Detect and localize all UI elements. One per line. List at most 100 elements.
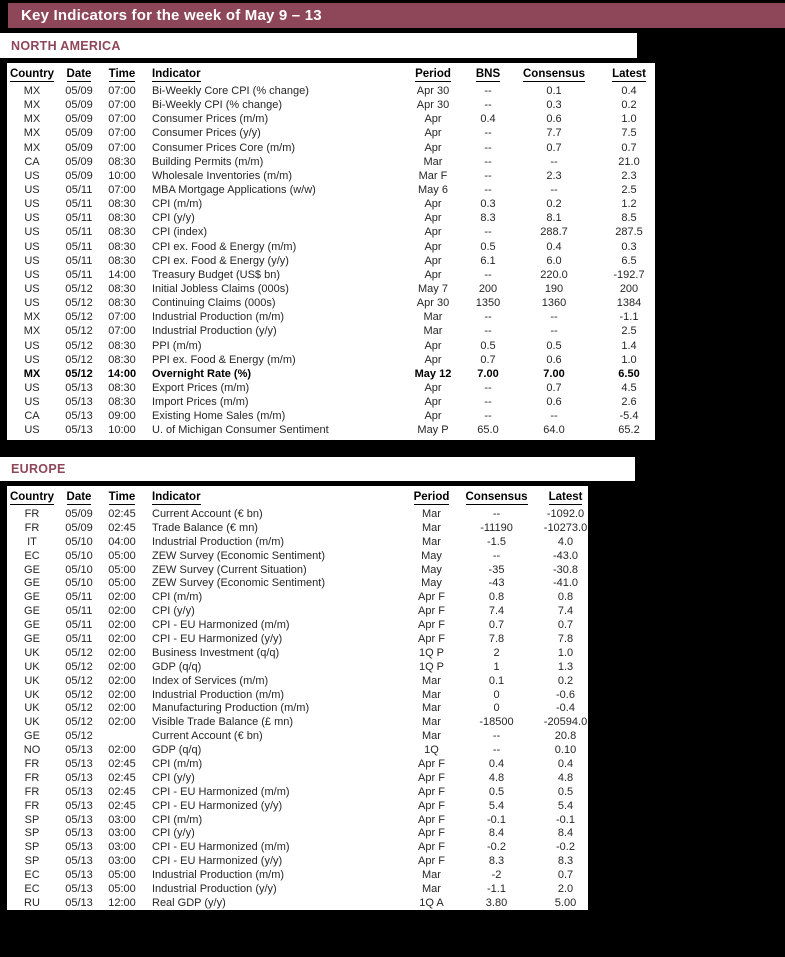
table-cell: Business Investment (q/q) [152, 646, 280, 659]
table-cell: -30.8 [552, 563, 579, 576]
table-cell: 2.6 [621, 396, 637, 409]
table-cell: Trade Balance (€ mn) [152, 521, 258, 534]
table-cell: -0.1 [487, 813, 506, 826]
table-cell: 05/12 [65, 716, 93, 729]
table-cell: Building Permits (m/m) [152, 155, 264, 168]
table-cell: 2.3 [621, 169, 637, 182]
table-cell: 0 [493, 702, 500, 715]
table-cell: 1.0 [621, 353, 637, 366]
table-cell: 03:00 [108, 841, 136, 854]
table-cell: 05/09 [65, 507, 93, 520]
table-cell: 0.7 [621, 141, 637, 154]
table-cell: 0.7 [488, 619, 505, 632]
table-cell: Mar [423, 311, 443, 324]
report-title-bar: Key Indicators for the week of May 9 – 1… [8, 3, 785, 28]
table-cell: 6.5 [621, 254, 637, 267]
table-cell: 4.8 [557, 771, 574, 784]
table-cell: 05/13 [65, 396, 93, 409]
table-cell: 02:45 [108, 757, 136, 770]
table-row: MX 05/12 07:00 Industrial Production (y/y) M… [7, 324, 664, 338]
table-cell: May [421, 563, 442, 576]
table-cell: 220.0 [540, 268, 568, 281]
header-row: Country Date Time Indicator Period Consensus L… [7, 486, 597, 507]
table-cell: 1Q [424, 744, 439, 757]
table-cell: 05/12 [65, 311, 93, 324]
table-cell: US [24, 226, 40, 239]
table-cell: Apr [424, 212, 442, 225]
table-cell: US [24, 339, 40, 352]
table-cell: FR [24, 757, 40, 770]
table-cell: Apr F [418, 841, 445, 854]
table-cell: Apr [424, 382, 442, 395]
table-cell: 287.5 [615, 226, 643, 239]
table-cell: 7.4 [488, 605, 505, 618]
table-cell: Bi-Weekly CPI (% change) [152, 99, 283, 112]
table-cell: 02:00 [108, 646, 136, 659]
table-row: FR 05/09 02:45 Current Account (€ bn) Mar -- -… [7, 507, 597, 521]
table-row: SP 05/13 03:00 CPI - EU Harmonized (m/m) Apr… [7, 840, 597, 854]
table-cell: 05:00 [108, 869, 136, 882]
table-cell: 0.5 [480, 339, 496, 352]
table-cell: 05/12 [65, 325, 93, 338]
table-cell: 03:00 [108, 827, 136, 840]
table-cell: Apr [424, 268, 442, 281]
table-cell: 0.4 [480, 113, 496, 126]
column-header-consensus: Consensus [465, 490, 528, 505]
table-cell: MX [23, 127, 41, 140]
table-cell: Consumer Prices Core (m/m) [152, 141, 296, 154]
table-cell: 02:45 [108, 771, 136, 784]
table-row: US 05/09 10:00 Wholesale Inventories (m/m) M… [7, 169, 664, 183]
column-header-bns: BNS [475, 67, 501, 82]
table-row: SP 05/13 03:00 CPI (y/y) Apr F 8.4 8.4 [7, 826, 597, 840]
page-title: Key Indicators for the week of May 9 – 1… [21, 7, 322, 24]
table-cell: Industrial Production (y/y) [152, 325, 277, 338]
table-cell: 02:00 [108, 674, 136, 687]
table-row: FR 05/09 02:45 Trade Balance (€ mn) Mar -1119… [7, 521, 597, 535]
table-cell: 05/12 [65, 674, 93, 687]
table-cell: GE [24, 577, 40, 590]
table-cell: 07:00 [108, 325, 136, 338]
table-cell: 0.8 [488, 591, 505, 604]
table-row: CA 05/13 09:00 Existing Home Sales (m/m) Apr… [7, 409, 664, 423]
table-cell: -- [484, 127, 492, 140]
table-cell: 0.4 [488, 757, 505, 770]
table-cell: UK [24, 688, 40, 701]
table-cell: 05/11 [65, 212, 93, 225]
table-cell: CPI - EU Harmonized (y/y) [152, 632, 283, 645]
table-cell: 05/13 [65, 841, 93, 854]
table-cell: GE [24, 591, 40, 604]
table-cell: 05/11 [65, 254, 93, 267]
table-cell: SP [24, 841, 40, 854]
table-cell: 02:00 [108, 702, 136, 715]
table-cell: 12:00 [108, 896, 136, 909]
table-cell: MX [23, 367, 41, 380]
table-cell: 07:00 [108, 311, 136, 324]
table-cell: Apr F [418, 827, 445, 840]
table-cell: 2.3 [546, 169, 562, 182]
table-cell: GDP (q/q) [152, 744, 202, 757]
table-cell: 0.4 [546, 240, 562, 253]
table-cell: -- [484, 99, 492, 112]
table-row: MX 05/12 07:00 Industrial Production (m/m) M… [7, 310, 664, 324]
table-cell: 190 [544, 283, 564, 296]
table-cell: 08:30 [108, 283, 136, 296]
table-cell: -- [484, 141, 492, 154]
table-row: US 05/12 08:30 Initial Jobless Claims (000s… [7, 282, 664, 296]
table-cell [101, 729, 143, 743]
table-cell: GE [24, 563, 40, 576]
table-cell: SP [24, 813, 40, 826]
table-cell: 07:00 [108, 113, 136, 126]
column-header-date: Date [66, 490, 92, 505]
table-cell: CPI (m/m) [152, 198, 203, 211]
table-cell: 05/12 [65, 367, 93, 380]
table-cell: Existing Home Sales (m/m) [152, 410, 286, 423]
table-cell: Bi-Weekly Core CPI (% change) [152, 85, 309, 98]
table-cell: 0.7 [480, 353, 496, 366]
table-cell: -43.0 [552, 549, 579, 562]
table-cell: 1Q P [418, 646, 445, 659]
table-cell: -- [492, 744, 501, 757]
table-cell: 02:00 [108, 744, 136, 757]
table-cell: 05/09 [65, 127, 93, 140]
table-cell: UK [24, 716, 40, 729]
table-cell: 0.7 [557, 869, 574, 882]
